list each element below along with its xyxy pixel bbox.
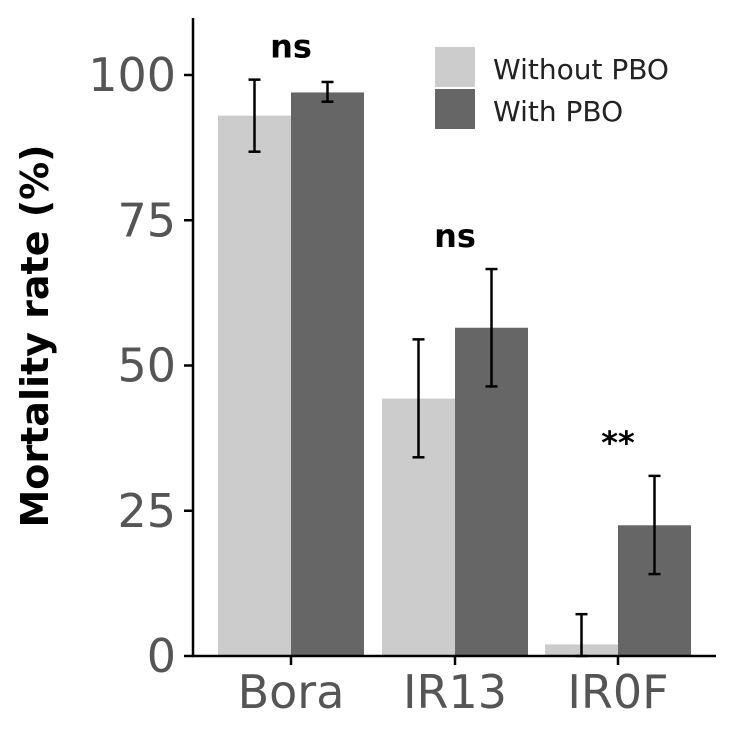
y-tick-label-50: 50 bbox=[117, 339, 176, 393]
y-tick-label-100: 100 bbox=[88, 48, 176, 102]
x-ticks-layer: Bora IR13 IR0F bbox=[238, 656, 669, 719]
significance-label-bora: ns bbox=[270, 28, 312, 66]
bar-bora-without-pbo bbox=[218, 115, 291, 657]
error-bar-ir13-with-pbo bbox=[485, 267, 498, 388]
y-ticks-layer: 0 25 50 75 100 bbox=[88, 48, 193, 683]
significance-label-ir13: ns bbox=[434, 217, 476, 255]
y-tick-label-25: 25 bbox=[117, 484, 176, 538]
error-bar-bora-with-pbo bbox=[321, 80, 334, 103]
y-tick-label-75: 75 bbox=[117, 193, 176, 247]
error-bars-layer bbox=[248, 78, 661, 658]
legend-label-with-pbo: With PBO bbox=[493, 95, 623, 128]
bars-layer bbox=[218, 92, 691, 657]
x-tick-label-bora: Bora bbox=[238, 665, 345, 719]
legend-label-without-pbo: Without PBO bbox=[493, 53, 669, 86]
error-bar-bora-without-pbo bbox=[248, 78, 261, 153]
significance-layer: ns ns ** bbox=[270, 28, 635, 462]
error-bar-ir0f-with-pbo bbox=[648, 474, 661, 576]
legend: Without PBO With PBO bbox=[435, 47, 669, 129]
bar-bora-with-pbo bbox=[291, 92, 364, 657]
error-bar-ir13-without-pbo bbox=[412, 338, 425, 459]
y-axis-label: Mortality rate (%) bbox=[13, 144, 57, 527]
significance-label-ir0f: ** bbox=[601, 424, 635, 462]
legend-swatch-without-pbo bbox=[435, 47, 475, 87]
y-tick-label-0: 0 bbox=[147, 629, 176, 683]
x-tick-label-ir0f: IR0F bbox=[567, 665, 668, 719]
legend-swatch-with-pbo bbox=[435, 89, 475, 129]
x-tick-label-ir13: IR13 bbox=[403, 665, 507, 719]
